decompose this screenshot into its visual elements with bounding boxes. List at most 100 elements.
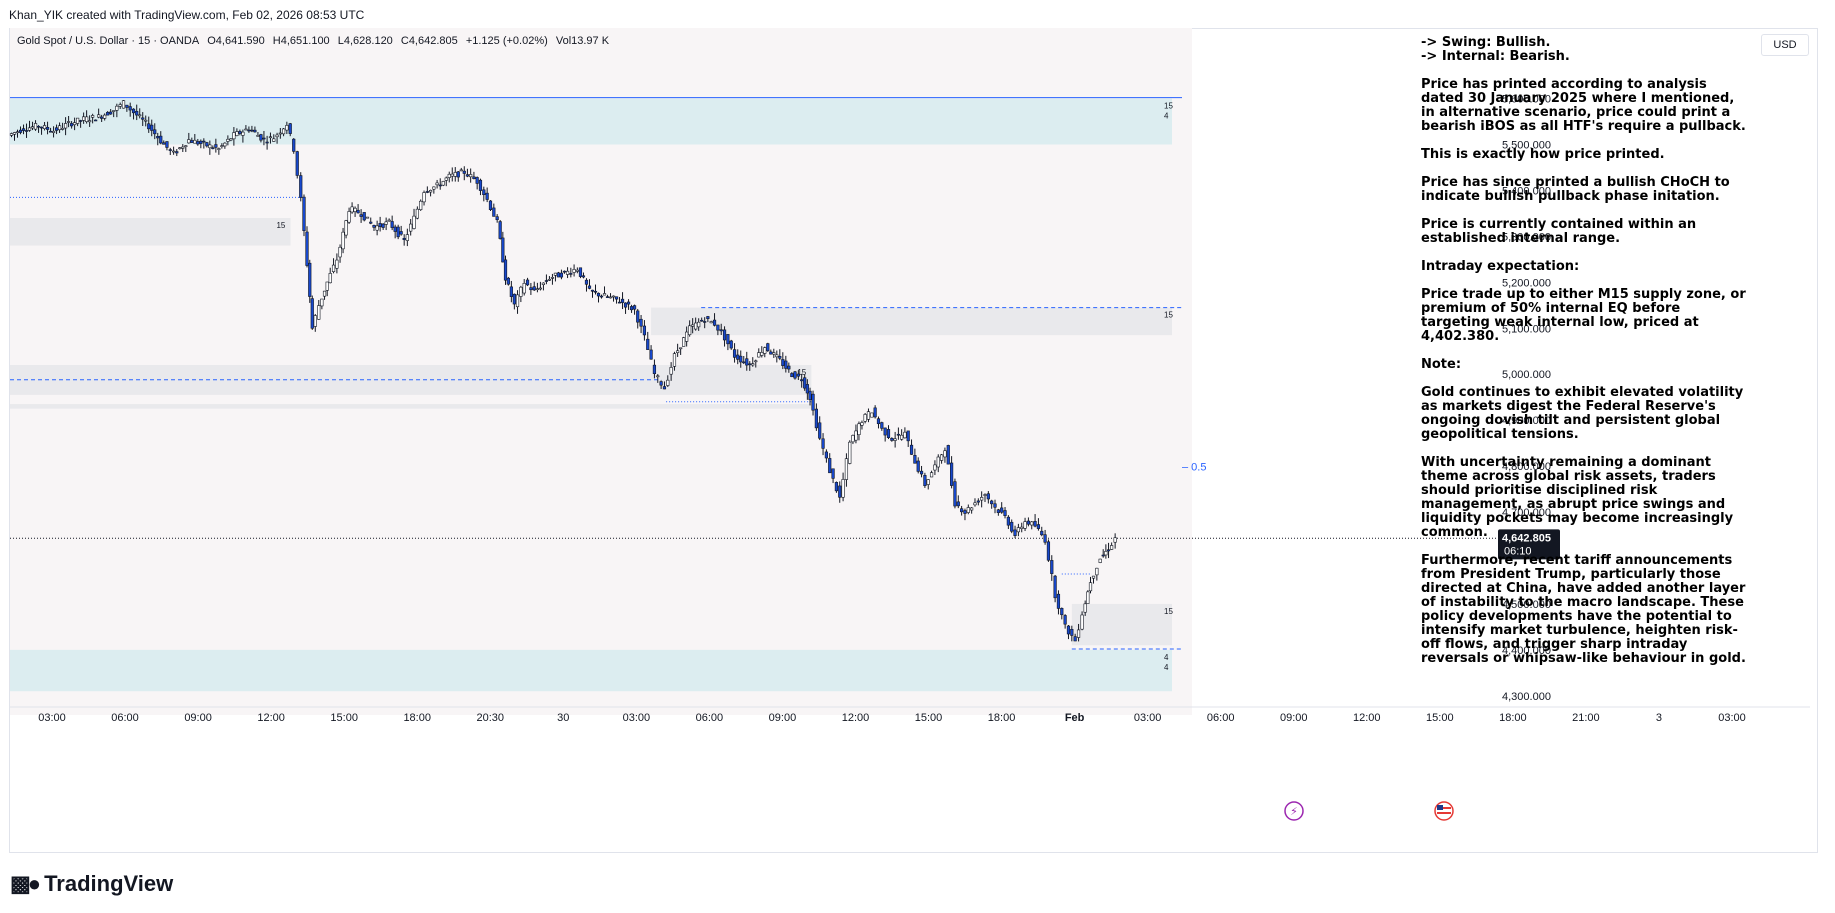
candle-bullish[interactable] xyxy=(863,414,867,422)
candle-bearish[interactable] xyxy=(614,296,619,300)
candle-bearish[interactable] xyxy=(626,301,631,305)
candle-bullish[interactable] xyxy=(1091,575,1096,579)
zone-demand-HTF-6[interactable] xyxy=(10,649,1172,692)
candle-bearish[interactable] xyxy=(190,140,194,143)
candle-bullish[interactable] xyxy=(854,430,858,441)
candle-bullish[interactable] xyxy=(1083,603,1087,613)
candle-bearish[interactable] xyxy=(529,287,533,291)
candle-bearish[interactable] xyxy=(1063,615,1067,625)
candle-bullish[interactable] xyxy=(184,145,188,147)
candle-bullish[interactable] xyxy=(229,138,233,141)
candle-bearish[interactable] xyxy=(159,135,163,144)
candle-bullish[interactable] xyxy=(1076,629,1081,638)
candle-bullish[interactable] xyxy=(541,282,546,285)
candle-bullish[interactable] xyxy=(115,105,119,111)
candle-bearish[interactable] xyxy=(632,305,637,310)
candle-bearish[interactable] xyxy=(125,104,129,108)
candle-bearish[interactable] xyxy=(722,329,727,341)
candle-bearish[interactable] xyxy=(581,275,586,278)
candle-bullish[interactable] xyxy=(866,411,871,420)
candle-bearish[interactable] xyxy=(165,141,169,148)
candle-bullish[interactable] xyxy=(1023,521,1027,529)
candle-bearish[interactable] xyxy=(396,226,400,238)
candle-bullish[interactable] xyxy=(572,269,576,273)
zone-supply-2[interactable] xyxy=(651,307,1172,336)
candle-bearish[interactable] xyxy=(205,142,209,147)
candle-bearish[interactable] xyxy=(1036,524,1041,529)
candle-bullish[interactable] xyxy=(428,190,433,193)
candle-bullish[interactable] xyxy=(656,375,660,378)
candle-bearish[interactable] xyxy=(362,212,366,221)
candle-bearish[interactable] xyxy=(109,111,113,115)
candle-bearish[interactable] xyxy=(299,175,303,198)
candle-bullish[interactable] xyxy=(51,130,56,133)
candle-bearish[interactable] xyxy=(141,117,145,120)
candle-bearish[interactable] xyxy=(976,500,980,503)
candle-bullish[interactable] xyxy=(515,294,520,308)
candle-bearish[interactable] xyxy=(1010,521,1014,532)
candle-bullish[interactable] xyxy=(939,454,944,461)
candle-bullish[interactable] xyxy=(375,225,379,231)
candle-bearish[interactable] xyxy=(1000,507,1004,513)
candle-bearish[interactable] xyxy=(876,418,881,425)
candle-bearish[interactable] xyxy=(79,120,83,122)
candle-bearish[interactable] xyxy=(162,142,166,145)
candle-bullish[interactable] xyxy=(217,148,221,150)
candle-bearish[interactable] xyxy=(1070,628,1074,636)
candle-bullish[interactable] xyxy=(9,133,14,136)
candle-bearish[interactable] xyxy=(259,134,263,141)
candle-bearish[interactable] xyxy=(265,141,269,144)
candle-bullish[interactable] xyxy=(181,146,185,149)
candle-bullish[interactable] xyxy=(697,321,701,328)
candle-bearish[interactable] xyxy=(578,267,583,277)
candle-bearish[interactable] xyxy=(1056,593,1061,609)
candle-bearish[interactable] xyxy=(834,482,839,492)
candle-bearish[interactable] xyxy=(475,177,479,184)
candle-bullish[interactable] xyxy=(1088,582,1093,592)
candle-bullish[interactable] xyxy=(936,456,940,468)
candle-bearish[interactable] xyxy=(402,237,406,240)
candle-bearish[interactable] xyxy=(745,358,749,366)
candle-bearish[interactable] xyxy=(128,106,132,111)
candle-bearish[interactable] xyxy=(462,170,466,174)
legend-symbol[interactable]: Gold Spot / U.S. Dollar · 15 · OANDA xyxy=(17,35,200,47)
candle-bullish[interactable] xyxy=(415,208,419,219)
candle-bullish[interactable] xyxy=(553,272,558,276)
candle-bullish[interactable] xyxy=(103,114,107,119)
candle-bullish[interactable] xyxy=(313,315,317,327)
candle-bearish[interactable] xyxy=(950,462,954,486)
candle-bearish[interactable] xyxy=(202,140,206,143)
zone-supply-1[interactable] xyxy=(10,217,291,246)
candle-bearish[interactable] xyxy=(156,136,160,139)
candle-bearish[interactable] xyxy=(302,196,306,231)
candle-bullish[interactable] xyxy=(285,125,289,131)
us-flag-event-icon[interactable] xyxy=(1434,801,1454,821)
candle-bearish[interactable] xyxy=(732,349,737,358)
candle-bearish[interactable] xyxy=(262,137,266,140)
candle-bearish[interactable] xyxy=(1053,575,1057,599)
candle-bearish[interactable] xyxy=(1013,529,1017,536)
candle-bearish[interactable] xyxy=(778,356,782,359)
candle-bearish[interactable] xyxy=(814,408,818,429)
candle-bullish[interactable] xyxy=(412,215,416,229)
candle-bearish[interactable] xyxy=(147,123,151,130)
candle-bearish[interactable] xyxy=(596,292,601,297)
candle-bullish[interactable] xyxy=(76,117,80,124)
candle-bullish[interactable] xyxy=(241,131,245,136)
candle-bullish[interactable] xyxy=(444,177,448,181)
candle-bearish[interactable] xyxy=(800,379,804,382)
candle-bullish[interactable] xyxy=(900,434,904,440)
candle-bearish[interactable] xyxy=(556,272,561,278)
candle-bullish[interactable] xyxy=(12,132,17,135)
candle-bullish[interactable] xyxy=(67,121,71,123)
candle-bullish[interactable] xyxy=(870,412,874,418)
candle-bearish[interactable] xyxy=(425,191,429,193)
candle-bearish[interactable] xyxy=(946,445,950,465)
candle-bullish[interactable] xyxy=(73,122,77,126)
candle-bearish[interactable] xyxy=(485,192,489,200)
candle-bearish[interactable] xyxy=(36,125,41,128)
candle-bearish[interactable] xyxy=(886,429,891,438)
candle-bullish[interactable] xyxy=(208,144,212,149)
candle-bearish[interactable] xyxy=(135,110,139,116)
